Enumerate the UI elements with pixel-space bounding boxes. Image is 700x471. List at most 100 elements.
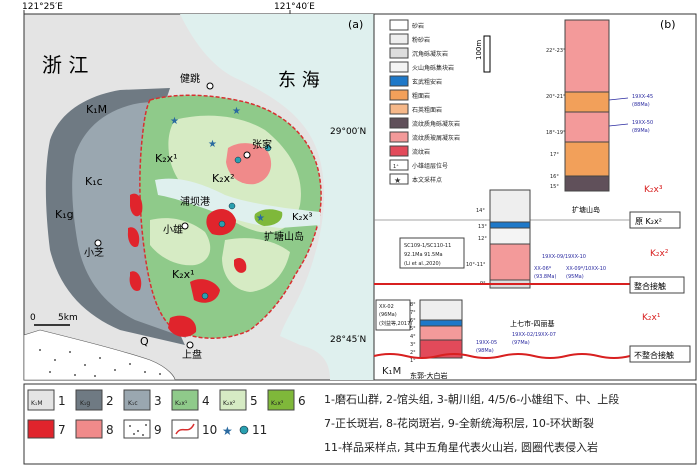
sample-s4: XX-06*	[534, 266, 552, 272]
svg-text:6: 6	[298, 394, 306, 408]
unit-b-k2x1: K₂x¹	[642, 313, 661, 323]
svg-text:流纹岩: 流纹岩	[412, 148, 430, 156]
svg-text:SC109-1/SC110-11: SC109-1/SC110-11	[404, 243, 451, 249]
column-mid: 14° 13° 12° 10°-11° 9°	[466, 189, 531, 289]
panel-b-label: (b)	[660, 18, 676, 31]
svg-text:(Li et al.,2020): (Li et al.,2020)	[404, 261, 441, 267]
column-scale-label: 100m	[475, 40, 483, 60]
svg-text:沉角砾凝灰岩: 沉角砾凝灰岩	[412, 50, 448, 58]
svg-text:1⁺: 1⁺	[393, 164, 399, 170]
svg-text:15°: 15°	[550, 184, 559, 190]
bottom-legend: K₁M 1 K₁g 2 K₁c 3 K₂x¹ 4 K₂x² 5 K₂x³ 6 7…	[23, 383, 697, 465]
k2x2-zone-south	[222, 238, 290, 292]
svg-text:(93.8Ma): (93.8Ma)	[534, 274, 556, 280]
legend-swatch-4	[171, 389, 199, 411]
svg-text:3°: 3°	[410, 342, 416, 348]
syenite-5	[190, 279, 220, 303]
box-buzhenghe	[629, 345, 691, 363]
column-left: 8° 7° 6° 5° 4° 3° 2° 1°	[410, 299, 463, 364]
svg-text:粗面岩: 粗面岩	[412, 92, 430, 100]
svg-text:★: ★	[394, 176, 401, 185]
sample-s6: 19XX-02/19XX-07	[512, 332, 556, 338]
syenite-7	[234, 258, 247, 273]
unit-q: Q	[140, 335, 149, 348]
svg-text:7°: 7°	[410, 310, 416, 316]
svg-text:11: 11	[252, 423, 267, 437]
svg-text:12°: 12°	[478, 236, 487, 242]
place-jiantiao: 健跳	[180, 72, 200, 85]
svg-text:火山角砾集块岩: 火山角砾集块岩	[412, 64, 454, 72]
east-sea	[180, 14, 374, 380]
svg-text:K₂x³: K₂x³	[271, 400, 284, 407]
unit-k2x3: K₂x³	[292, 212, 313, 223]
legend-swatch-8	[75, 419, 103, 439]
svg-text:8: 8	[106, 423, 114, 437]
legend-swatch-2	[75, 389, 103, 411]
svg-text:5: 5	[250, 394, 258, 408]
legend-swatch-5	[219, 389, 247, 411]
svg-text:16°: 16°	[550, 174, 559, 180]
label-kuotang: 扩塘山岛	[572, 205, 600, 214]
svg-text:20°-21°: 20°-21°	[546, 94, 566, 100]
syenite-2	[127, 227, 140, 248]
panel-a-label: (a)	[348, 18, 363, 31]
legend-swatch-1	[27, 389, 55, 411]
svg-text:(89Ma): (89Ma)	[632, 128, 650, 134]
place-zhangjia: 张家	[252, 138, 272, 151]
k2x2-zone-west	[150, 218, 211, 266]
unit-k2x2: K₂x²	[212, 172, 235, 185]
svg-text:粉砂岩: 粉砂岩	[412, 36, 430, 44]
syenite-3	[129, 271, 142, 291]
svg-text:19XX-45: 19XX-45	[632, 94, 653, 100]
svg-text:10°-11°: 10°-11°	[466, 262, 486, 268]
svg-text:玄武粗安岩: 玄武粗安岩	[412, 78, 442, 86]
svg-text:13°: 13°	[478, 224, 487, 230]
coord-lat-29: 29°00′N	[330, 127, 366, 137]
label-shangqishi: 上七市-四丽基	[510, 319, 555, 328]
coord-top-center: 121°40′E	[274, 2, 315, 12]
unit-b-k1m: K₁M	[382, 366, 401, 377]
column-kuotang: 22°-23° 20°-21° 18°-19° 17° 16° 15°	[546, 19, 610, 192]
region-donghai: 东 海	[278, 70, 320, 91]
legend-swatch-7	[27, 419, 55, 439]
legend-text-2: 7-正长斑岩, 8-花岗斑岩, 9-全新统海积层, 10-环状断裂	[324, 416, 594, 430]
unconformity-line	[373, 353, 631, 359]
unit-k2x1-south: K₂x¹	[172, 268, 195, 281]
svg-text:1: 1	[58, 394, 66, 408]
legend-swatch-3	[123, 389, 151, 411]
holocene-deposit	[23, 329, 176, 381]
ref-box-li	[399, 237, 465, 269]
svg-text:K₁c: K₁c	[128, 400, 138, 407]
panel-a-map: ★ ★ ★ ★ 浙 江 东 海 健跳 张家 小雄 小芝 上盘 浦坝港 扩塘山岛 …	[23, 10, 375, 381]
svg-text:K₂x¹: K₂x¹	[175, 400, 188, 407]
svg-text:4: 4	[202, 394, 210, 408]
svg-text:7: 7	[58, 423, 66, 437]
legend-swatch-6	[267, 389, 295, 411]
svg-text:17°: 17°	[550, 152, 559, 158]
svg-text:(刘益等,2017): (刘益等,2017)	[379, 320, 412, 327]
svg-text:(95Ma): (95Ma)	[566, 274, 584, 280]
svg-text:14°: 14°	[476, 208, 485, 214]
svg-text:砂岩: 砂岩	[412, 22, 424, 30]
holocene-dots	[39, 349, 161, 377]
svg-text:22°-23°: 22°-23°	[546, 48, 566, 54]
ref-box-liu	[375, 299, 411, 331]
sample-points: ★ ★ ★ ★	[170, 106, 272, 300]
rock-legend: 砂岩 粉砂岩 沉角砾凝灰岩 火山角砾集块岩 玄武粗安岩 粗面岩 石英粗面岩 流纹…	[389, 19, 460, 185]
svg-text:3: 3	[154, 394, 162, 408]
svg-text:★: ★	[208, 139, 217, 150]
svg-text:(97Ma): (97Ma)	[512, 340, 530, 346]
region-zhejiang: 浙 江	[42, 53, 88, 77]
svg-text:18°-19°: 18°-19°	[546, 130, 566, 136]
svg-text:不整合接触: 不整合接触	[634, 350, 674, 360]
svg-text:1°: 1°	[410, 358, 416, 364]
svg-text:★: ★	[232, 106, 241, 117]
svg-text:K₁M: K₁M	[31, 400, 43, 407]
svg-text:10: 10	[202, 423, 217, 437]
syenite-1	[130, 193, 143, 217]
place-xiaozhi: 小芝	[84, 246, 104, 259]
syenite-6	[168, 315, 197, 337]
granite-porphyry	[226, 143, 272, 185]
